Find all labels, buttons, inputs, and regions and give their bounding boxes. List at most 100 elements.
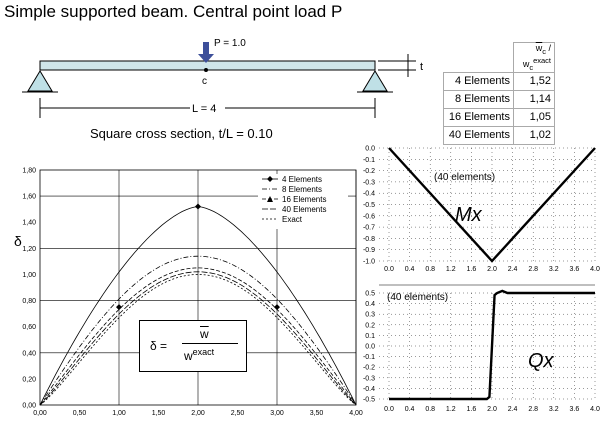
x-tick-label: 0.8	[425, 406, 435, 413]
y-tick-label: -0.5	[363, 397, 375, 404]
row-value: 1,02	[513, 125, 555, 145]
table-row: 4 Elements 1,52	[443, 71, 555, 91]
y-tick-label: 1,80	[22, 168, 36, 175]
y-tick-label: -0.2	[363, 365, 375, 372]
x-tick-label: 0.4	[405, 406, 415, 413]
series-marker	[274, 304, 280, 311]
x-tick-label: 3.6	[570, 406, 580, 413]
x-tick-label: 4,00	[349, 410, 363, 417]
x-tick-label: 1.2	[446, 266, 456, 273]
legend-label: Exact	[282, 215, 303, 224]
row-label: 16 Elements	[443, 107, 514, 127]
x-tick-label: 2,00	[191, 410, 205, 417]
x-tick-label: 4.0	[590, 406, 600, 413]
y-tick-label: 0.4	[365, 301, 375, 308]
legend-label: 8 Elements	[282, 185, 322, 194]
table-row: 16 Elements 1,05	[443, 107, 555, 127]
x-tick-label: 4.0	[590, 266, 600, 273]
y-tick-label: -0.5	[363, 202, 375, 209]
mx-label: Mx	[455, 204, 483, 226]
legend-label: 4 Elements	[282, 175, 322, 184]
qx-label: Qx	[528, 350, 555, 372]
y-tick-label: -0.2	[363, 168, 375, 175]
y-tick-label: 0.0	[365, 344, 375, 351]
y-tick-label: -0.9	[363, 247, 375, 254]
x-tick-label: 2.8	[528, 406, 538, 413]
qx-line	[389, 289, 595, 401]
y-tick-label: -0.4	[363, 386, 375, 393]
y-tick-label: 0,40	[22, 350, 36, 357]
x-tick-label: 3,50	[310, 410, 324, 417]
point-c-label: c	[202, 76, 207, 87]
x-tick-label: 3.2	[549, 406, 559, 413]
row-value: 1,14	[513, 89, 555, 109]
load-label: P = 1.0	[214, 38, 246, 49]
ratio-table: wc / wcexact 4 Elements 1,52 8 Elements 1,…	[443, 42, 555, 145]
x-tick-label: 1.6	[467, 406, 477, 413]
x-tick-label: 2.0	[487, 266, 497, 273]
y-tick-label: 0.2	[365, 322, 375, 329]
table-row: 40 Elements 1,02	[443, 125, 555, 145]
x-tick-label: 2.8	[528, 266, 538, 273]
x-tick-label: 2.4	[508, 266, 518, 273]
page-title: Simple supported beam. Central point loa…	[4, 2, 343, 21]
x-tick-label: 1,50	[152, 410, 166, 417]
x-tick-label: 0.0	[384, 266, 394, 273]
y-tick-label: -0.7	[363, 225, 375, 232]
series-marker	[116, 304, 122, 311]
x-tick-label: 3,00	[270, 410, 284, 417]
left-support	[27, 70, 53, 92]
y-tick-label: 0.5	[365, 291, 375, 298]
x-tick-label: 0,00	[33, 410, 47, 417]
row-label: 8 Elements	[443, 89, 514, 109]
right-support	[362, 70, 388, 92]
length-label: L = 4	[192, 103, 216, 115]
table-header-row: wc / wcexact	[443, 42, 555, 73]
legend-box	[258, 174, 348, 229]
x-tick-label: 1.2	[446, 406, 456, 413]
x-tick-label: 0,50	[73, 410, 87, 417]
y-axis-label: δ	[14, 233, 22, 249]
mx-annotation: (40 elements)	[434, 172, 495, 183]
plot-frame	[39, 169, 357, 406]
x-tick-label: 1,00	[112, 410, 126, 417]
y-tick-label: 1,60	[22, 194, 36, 201]
legend-label: 16 Elements	[282, 195, 326, 204]
table-header-cell: wc / wcexact	[513, 42, 555, 73]
formula-lhs: δ =	[150, 339, 168, 353]
legend-marker	[267, 176, 273, 182]
x-tick-label: 3.2	[549, 266, 559, 273]
y-tick-label: 0.1	[365, 333, 375, 340]
series-line	[39, 271, 357, 406]
point-c-marker	[204, 68, 208, 72]
table-row: 8 Elements 1,14	[443, 89, 555, 109]
legend-label: 40 Elements	[282, 205, 326, 214]
x-tick-label: 2.0	[487, 406, 497, 413]
row-label: 40 Elements	[443, 125, 514, 145]
x-tick-label: 2,50	[231, 410, 245, 417]
x-tick-label: 0.8	[425, 266, 435, 273]
series-line	[39, 267, 357, 406]
formula-numerator: w	[200, 327, 209, 341]
y-tick-label: -0.3	[363, 375, 375, 382]
qx-annotation: (40 elements)	[387, 292, 448, 303]
y-tick-label: -0.1	[363, 157, 375, 164]
x-tick-label: 0.4	[405, 266, 415, 273]
y-tick-label: 1,00	[22, 272, 36, 279]
y-tick-label: 0,80	[22, 298, 36, 305]
series-marker	[195, 203, 201, 210]
mx-line	[388, 147, 596, 263]
y-tick-label: 0,60	[22, 324, 36, 331]
row-value: 1,05	[513, 107, 555, 127]
cross-section-label: Square cross section, t/L = 0.10	[90, 126, 273, 141]
y-tick-label: -0.3	[363, 179, 375, 186]
row-label: 4 Elements	[443, 71, 514, 91]
legend-marker	[267, 196, 273, 202]
y-tick-label: -0.6	[363, 213, 375, 220]
y-tick-label: 1,40	[22, 220, 36, 227]
formula-box: δ = w wexact	[139, 320, 247, 372]
y-tick-label: -0.4	[363, 191, 375, 198]
x-tick-label: 3.6	[570, 266, 580, 273]
y-tick-label: -0.1	[363, 354, 375, 361]
